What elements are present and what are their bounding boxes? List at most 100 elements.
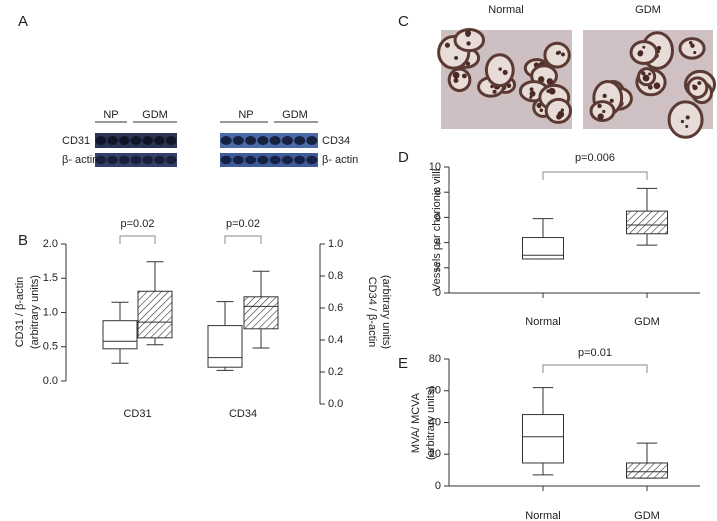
vessel [680,119,685,124]
blot-group: NP [238,109,253,121]
x-tick-label: CD31 [123,408,151,420]
blot-band [306,136,318,145]
vessel [461,73,467,79]
y-axis-label: (arbitrary units) [425,386,437,460]
villus [678,37,706,60]
blot-band [294,136,306,145]
vessel [648,72,652,76]
blot-band [232,155,244,165]
vessel [602,109,606,114]
blot-row: CD31 [62,135,90,147]
annotation: p=0.02 [121,218,155,230]
vessel [492,89,497,94]
y2-tick-label: 1.0 [328,238,343,250]
y-tick-label: 40 [429,416,441,428]
blot-band [130,155,142,165]
vessel [444,42,450,48]
y-tick-label: 10 [429,161,441,173]
panel-label: B [18,232,28,249]
y-axis-label: MVA/ MCVA [410,392,422,453]
y2-axis-label: CD34 / β-actin [366,277,378,348]
annotation: p=0.02 [226,218,260,230]
y-tick-label: 0.0 [43,375,58,387]
y2-tick-label: 0.6 [328,302,343,314]
vessel [490,84,494,89]
vessel [560,108,565,112]
blot-band [269,136,281,145]
blot-right: NP GDM CD34 β- actin [220,109,358,167]
y2-axis-label: (arbitrary units) [380,275,392,349]
significance-bracket [542,364,648,373]
y-tick-label: 60 [429,385,441,397]
box [243,296,279,330]
y-tick-label: 80 [429,353,441,365]
y-tick-label: 20 [429,448,441,460]
vessel [653,82,661,90]
significance-bracket [542,171,648,180]
y-axis-label: CD31 / β-actin [14,277,26,348]
y-tick-label: 0.5 [43,341,58,353]
blot-band [220,155,232,165]
vessel [688,40,693,45]
y-tick-label: 6 [435,211,441,223]
vessel [556,114,562,120]
y-tick-label: 4 [435,237,441,249]
box [626,462,668,479]
y-tick-label: 1.5 [43,272,58,284]
blot-band [95,136,107,145]
vessel [561,52,565,57]
vessel [602,93,607,99]
y2-tick-label: 0.8 [328,270,343,282]
blot-band [245,155,257,165]
vessel [466,41,471,46]
x-tick-label: GDM [634,510,660,521]
blot-group: GDM [282,109,308,121]
vessel [452,71,460,79]
y2-tick-label: 0.4 [328,334,343,346]
blot-band [269,155,281,165]
box [102,320,138,350]
y-tick-label: 0 [435,480,441,492]
blot-band [281,136,293,145]
significance-bracket [119,235,156,244]
vessel [597,113,604,120]
vessel [502,70,508,75]
vessel [609,98,614,103]
box [137,290,173,339]
y2-tick-label: 0.0 [328,398,343,410]
blot-band [154,136,165,145]
vessel [690,43,695,48]
vessel [642,45,646,49]
y-axis-label: (arbitrary units) [29,275,41,349]
panel-label: C [398,13,409,30]
blot-band [232,136,244,145]
blot-group: NP [103,109,118,121]
vessel [454,55,459,60]
panel-label: D [398,149,409,166]
box [522,414,564,464]
box [522,237,564,260]
vessel [693,51,697,55]
vessel [641,71,646,76]
blot-band [257,136,269,145]
annotation: p=0.006 [575,152,615,164]
vessel [597,103,602,109]
blot-row: β- actin [322,154,358,166]
vessel [465,30,472,37]
micrograph-label: GDM [635,4,661,16]
blot-band [130,136,142,145]
annotation: p=0.01 [578,347,612,359]
significance-bracket [224,235,262,244]
blot-row: CD34 [322,135,350,147]
blot-band [245,136,257,145]
vessel [537,104,542,109]
x-tick-label: CD34 [229,408,257,420]
blot-band [119,155,130,165]
blot-band [95,155,107,165]
vessel [685,115,690,120]
box [207,325,243,368]
y-tick-label: 8 [435,186,441,198]
vessel [548,87,555,94]
blot-band [165,155,177,165]
y-tick-label: 0 [435,287,441,299]
